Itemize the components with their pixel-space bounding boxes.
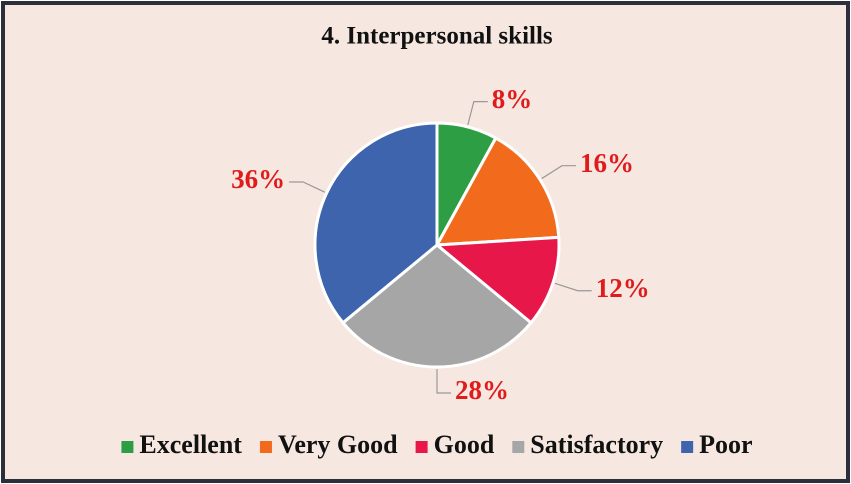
legend-marker — [681, 441, 694, 453]
legend-label: Poor — [699, 430, 752, 459]
leader-line — [467, 101, 488, 126]
leader-line — [436, 369, 451, 394]
pie-slice — [313, 121, 439, 325]
legend-marker — [259, 441, 272, 453]
data-label: 28% — [455, 375, 509, 405]
legend-label: Very Good — [278, 430, 398, 459]
legend-label: Good — [434, 430, 495, 459]
chart-title: 4. Interpersonal skills — [321, 23, 553, 50]
data-label: 12% — [596, 273, 650, 303]
leader-line — [289, 181, 326, 193]
pie-slice — [433, 235, 561, 325]
pie-slice — [434, 136, 561, 247]
leader-line — [541, 165, 576, 180]
legend-label: Excellent — [139, 430, 242, 459]
legend-marker — [415, 441, 428, 453]
legend-label: Satisfactory — [530, 430, 663, 459]
data-label: 36% — [231, 164, 285, 194]
pie-slice — [340, 243, 534, 369]
legend-marker — [121, 441, 134, 453]
leader-line — [554, 282, 592, 292]
data-label: 8% — [492, 84, 533, 114]
data-label: 16% — [580, 148, 634, 178]
legend-marker — [512, 441, 525, 453]
